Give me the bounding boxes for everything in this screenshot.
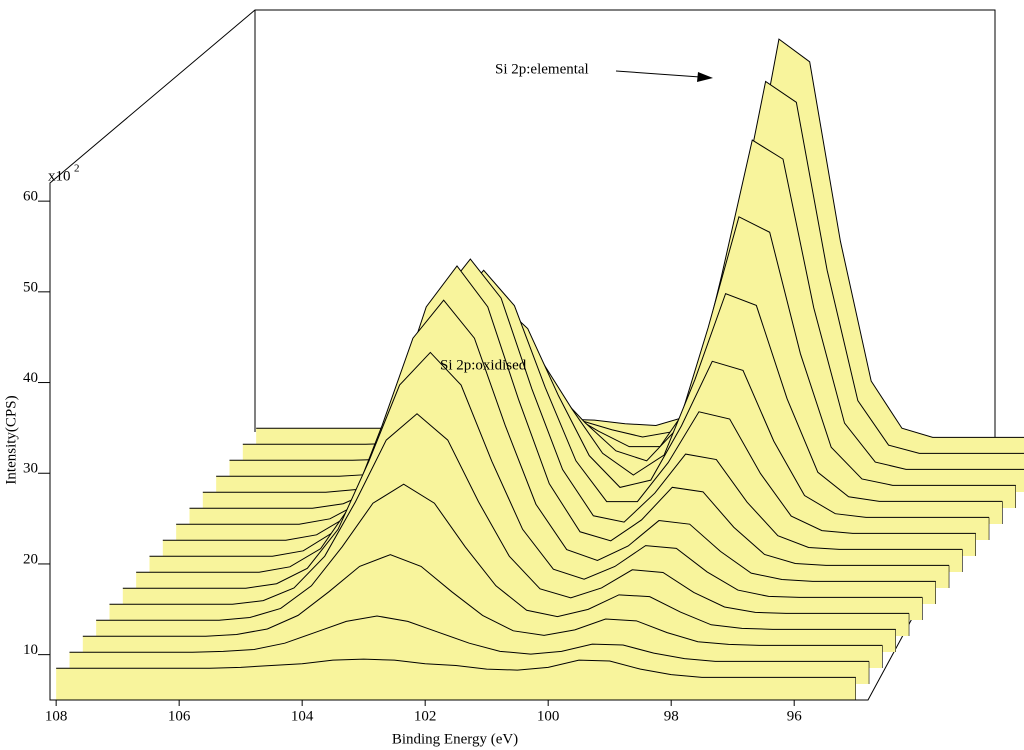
x-tick-label: 104 xyxy=(291,708,314,724)
x-tick-label: 102 xyxy=(414,708,437,724)
spectrum-line xyxy=(69,615,870,662)
spectrum-fill xyxy=(109,413,910,636)
annotation-arrowhead xyxy=(697,72,713,82)
y-tick-label: 50 xyxy=(23,279,38,295)
y-scale-label: x10 xyxy=(48,168,71,184)
spectrum-fill xyxy=(122,352,923,620)
annotation-arrow xyxy=(615,70,701,78)
annotation: Si 2p:elemental xyxy=(495,61,589,77)
spectrum-fill xyxy=(82,554,883,668)
spectrum-line xyxy=(216,216,1016,486)
spectrum-line xyxy=(82,554,883,646)
x-axis-title: Binding Energy (eV) xyxy=(392,731,518,747)
spectrum-line xyxy=(162,258,963,550)
spectrum-line xyxy=(136,299,936,582)
y-tick-label: 20 xyxy=(23,551,38,567)
x-tick-label: 108 xyxy=(45,708,68,724)
spectrum-fill xyxy=(229,140,1024,492)
spectrum-line xyxy=(229,139,1024,470)
spectrum-line xyxy=(122,351,923,598)
spectra xyxy=(56,38,1024,700)
x-tick-label: 106 xyxy=(168,708,191,724)
x-tick-label: 98 xyxy=(664,708,679,724)
spectrum-fill xyxy=(56,659,856,700)
y-scale-exponent: 2 xyxy=(74,163,80,175)
spectrum-fill xyxy=(242,81,1024,476)
y-axis-title: Intensity(CPS) xyxy=(3,395,19,484)
annotation: Si 2p:oxidised xyxy=(440,357,527,373)
spectrum-fill xyxy=(136,300,936,604)
y-tick-label: 60 xyxy=(23,189,38,205)
y-tick-label: 40 xyxy=(23,370,38,386)
spectrum-line xyxy=(256,38,1024,438)
spectrum-line xyxy=(202,292,1003,502)
spectrum-line xyxy=(109,413,910,614)
spectrum-line xyxy=(189,298,990,518)
spectrum-line xyxy=(149,265,950,566)
x-tick-label: 96 xyxy=(787,708,803,724)
y-tick-label: 10 xyxy=(23,642,38,658)
x-tick-label: 100 xyxy=(537,708,560,724)
spectrum-line xyxy=(56,658,856,678)
y-tick-label: 30 xyxy=(23,461,38,477)
spectrum-fill xyxy=(96,484,896,652)
spectrum-line xyxy=(176,269,976,534)
spectrum-fill xyxy=(216,216,1016,509)
spectrum-line xyxy=(242,80,1024,454)
spectrum-line xyxy=(96,483,896,630)
spectrum-fill xyxy=(256,39,1024,460)
